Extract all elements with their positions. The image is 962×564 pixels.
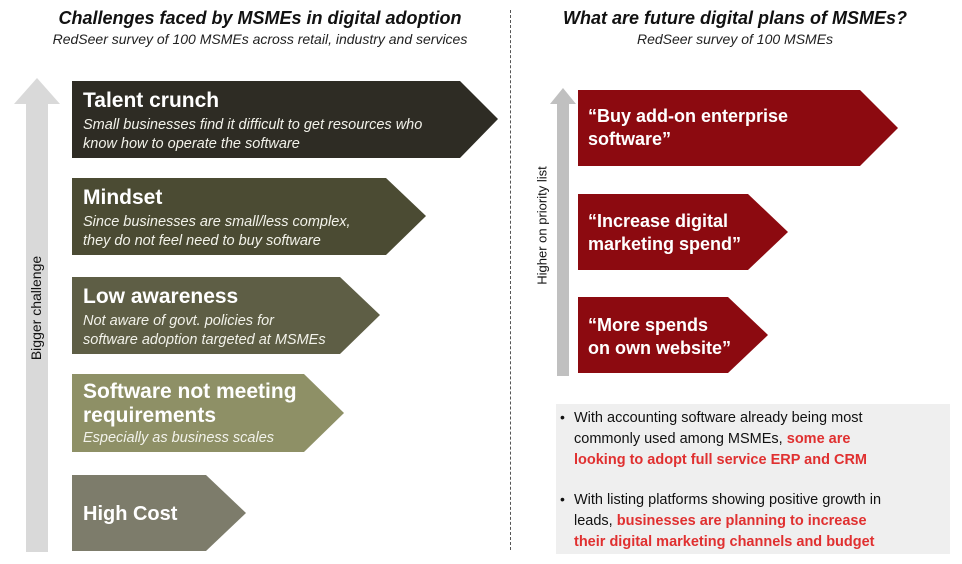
chevron-high-cost [72, 475, 246, 551]
note-text: leads, [574, 513, 617, 529]
challenge-desc-line: Not aware of govt. policies for [83, 313, 275, 329]
chevron-plan-own-website [578, 297, 768, 373]
left-subtitle: RedSeer survey of 100 MSMEs across retai… [52, 31, 468, 47]
note-highlight: some are [786, 431, 851, 447]
note-bullet: • [560, 409, 565, 425]
note-bullet: • [560, 491, 565, 507]
challenge-desc-line: Especially as business scales [83, 430, 275, 446]
challenge-item-mindset: Mindset Since businesses are small/less … [83, 186, 413, 251]
note-highlight: looking to adopt full service ERP and CR… [574, 452, 867, 468]
note-line: leads, businesses are planning to increa… [574, 511, 944, 532]
plan-item-enterprise-software: “Buy add-on enterprise software” [588, 105, 878, 151]
challenge-title: Software not meeting [83, 380, 297, 403]
challenge-desc-line: Small businesses find it difficult to ge… [83, 117, 423, 133]
challenge-desc-line: Since businesses are small/less complex, [83, 214, 351, 230]
chevron-talent-crunch [72, 81, 498, 158]
plan-item-digital-marketing: “Increase digital marketing spend” [588, 210, 788, 256]
note-line: With listing platforms showing positive … [574, 492, 882, 508]
priority-label: Higher on priority list [534, 166, 550, 285]
challenge-desc-line: software adoption targeted at MSMEs [83, 332, 326, 348]
challenge-title: Mindset [83, 186, 163, 209]
challenge-title: Talent crunch [83, 89, 220, 112]
challenge-desc-line: they do not feel need to buy software [83, 233, 321, 249]
plan-text-line: “Buy add-on enterprise [588, 106, 789, 126]
right-subtitle: RedSeer survey of 100 MSMEs [636, 31, 834, 47]
chevron-plan-digital-marketing [578, 194, 788, 270]
challenge-item-software-not-meeting: Software not meeting requirements Especi… [83, 380, 343, 448]
challenge-desc-line: know how to operate the software [83, 136, 300, 152]
left-title: Challenges faced by MSMEs in digital ado… [58, 8, 462, 28]
chevron-software-not-meeting [72, 374, 344, 452]
note-line: commonly used among MSMEs, some are [574, 429, 924, 450]
priority-arrow-icon [550, 88, 576, 376]
note-listing: With listing platforms showing positive … [574, 490, 944, 553]
plan-text-line: software” [588, 129, 672, 149]
challenge-title: Low awareness [83, 285, 239, 308]
chevron-plan-enterprise-software [578, 90, 898, 166]
plan-item-own-website: “More spends on own website” [588, 314, 773, 360]
challenge-title: requirements [83, 404, 217, 427]
bigger-challenge-label: Bigger challenge [28, 255, 44, 361]
note-accounting: With accounting software already being m… [574, 408, 924, 471]
plan-text-line: “More spends [588, 315, 709, 335]
section-divider [510, 10, 511, 550]
challenge-title: High Cost [83, 503, 178, 525]
plan-text-line: marketing spend” [588, 234, 742, 254]
right-title: What are future digital plans of MSMEs? [562, 8, 908, 28]
note-line: With accounting software already being m… [574, 410, 863, 426]
plan-text-line: on own website” [588, 338, 732, 358]
notes-box [556, 404, 950, 554]
challenge-item-low-awareness: Low awareness Not aware of govt. policie… [83, 285, 373, 350]
chevron-mindset [72, 178, 426, 255]
chevron-low-awareness [72, 277, 380, 354]
challenge-item-high-cost: High Cost [83, 502, 233, 526]
challenge-item-talent-crunch: Talent crunch Small businesses find it d… [83, 89, 483, 154]
note-text: commonly used among MSMEs, [574, 431, 787, 447]
note-highlight: businesses are planning to increase [616, 513, 867, 529]
bigger-challenge-arrow-icon [14, 78, 60, 552]
plan-text-line: “Increase digital [588, 211, 729, 231]
note-highlight: their digital marketing channels and bud… [574, 534, 875, 550]
